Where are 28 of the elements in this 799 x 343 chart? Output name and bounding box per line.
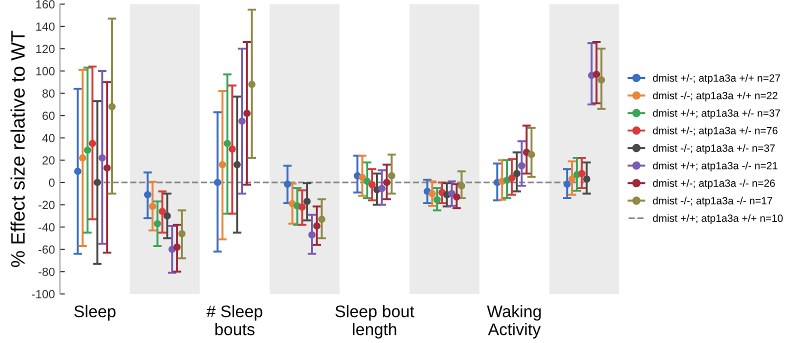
y-tick-label: 80 (42, 89, 55, 98)
legend-label: dmist +/-; atp1a3a -/- n=26 (652, 179, 775, 189)
y-axis-title: % Effect size relative to WT (10, 30, 25, 268)
y-tick-label: 100 (36, 67, 55, 76)
legend-label: dmist +/+; atp1a3a +/+ n=10 (652, 214, 783, 224)
y-tick-label: 60 (42, 112, 55, 120)
x-tick-label: Sleep (74, 305, 116, 321)
legend-label: dmist +/+; atp1a3a -/- n=21 (652, 162, 778, 172)
legend-label: dmist +/-; atp1a3a +/- n=76 (652, 126, 778, 136)
legend-label: dmist -/-; atp1a3a +/+ n=22 (652, 92, 778, 102)
x-tick-label: Waking Activity (486, 305, 541, 339)
y-tick-label: 160 (36, 0, 55, 9)
legend-label: dmist +/+; atp1a3a +/- n=37 (652, 109, 780, 119)
y-tick-label: 40 (42, 134, 55, 142)
y-tick-label: -60 (38, 245, 55, 254)
legend-label: dmist -/-; atp1a3a -/- n=17 (652, 196, 772, 206)
x-tick-label: # Sleep bouts (206, 305, 262, 336)
y-tick-label: 140 (36, 22, 55, 31)
y-tick-label: -40 (38, 223, 55, 232)
y-tick-label: -100 (32, 290, 55, 298)
y-tick-label: 20 (42, 156, 55, 165)
y-tick-label: 0 (48, 178, 55, 187)
y-tick-label: -80 (38, 268, 55, 276)
y-tick-label: 120 (36, 44, 55, 54)
legend-label: dmist -/-; atp1a3a +/- n=37 (652, 144, 775, 154)
x-tick-label: Sleep bout length (335, 305, 414, 339)
y-tick-label: -20 (38, 200, 55, 210)
legend-label: dmist +/-; atp1a3a +/+ n=27 (652, 74, 780, 84)
